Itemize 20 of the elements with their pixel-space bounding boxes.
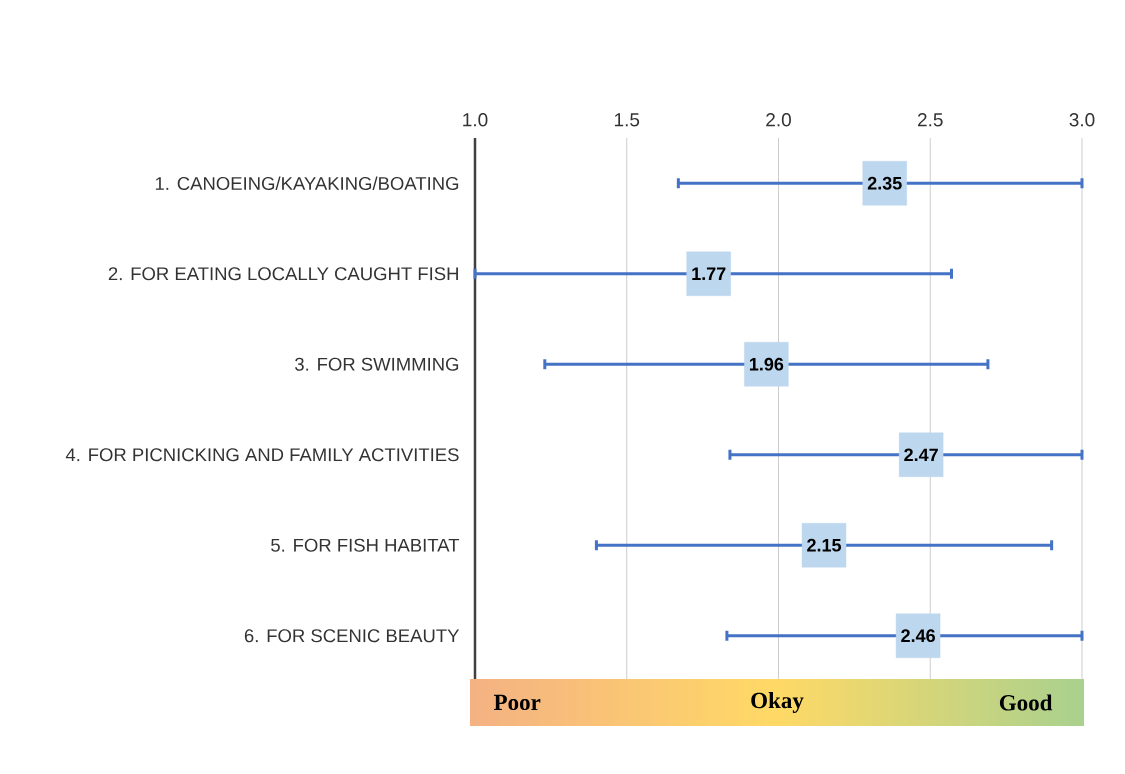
data-label: 2.46: [901, 629, 935, 643]
y-tick-label: 5. FOR FISH HABITAT: [271, 538, 460, 552]
text: Poor: [493, 694, 541, 711]
x-tick-label: 1.0: [463, 113, 488, 127]
data-label: 1.96: [749, 357, 784, 371]
data-label: 1.77: [692, 267, 726, 280]
data-label: 2.35: [867, 176, 902, 190]
data-label: 2.47: [904, 448, 938, 462]
text: Okay: [751, 692, 804, 713]
x-tick-label: 1.5: [614, 113, 640, 127]
x-tick-label: 2.5: [918, 113, 943, 127]
y-tick-label: 3. FOR SWIMMING: [295, 357, 459, 371]
y-tick-label: 4. FOR PICNICKING AND FAMILY ACTIVITIES: [65, 448, 459, 462]
y-tick-label: 6. FOR SCENIC BEAUTY: [244, 629, 460, 643]
x-tick-label: 3.0: [1069, 113, 1095, 127]
y-tick-label: 2. FOR EATING LOCALLY CAUGHT FISH: [108, 267, 458, 281]
data-label: 2.15: [807, 538, 842, 552]
text: Good: [999, 694, 1053, 711]
x-tick-label: 2.0: [766, 113, 791, 127]
y-tick-label: 1. CANOEING/KAYAKING/BOATING: [155, 176, 459, 191]
